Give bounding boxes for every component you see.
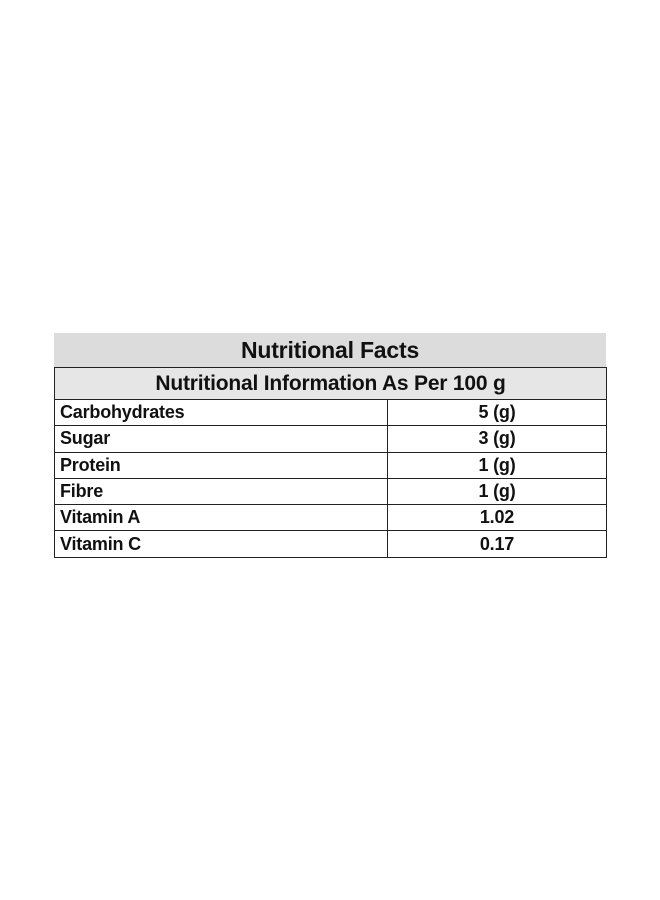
- table-subtitle: Nutritional Information As Per 100 g: [54, 367, 607, 400]
- table-row: Vitamin A 1.02: [54, 504, 607, 532]
- nutrient-amount: 3 (g): [387, 425, 607, 453]
- nutrient-amount: 1 (g): [387, 477, 607, 506]
- table-row: Sugar 3 (g): [54, 425, 607, 453]
- nutrient-amount: 1 (g): [387, 451, 607, 479]
- table-row: Vitamin C 0.17: [54, 530, 607, 558]
- nutrient-name: Vitamin C: [54, 530, 388, 558]
- nutrition-table: Nutritional Information As Per 100 g Car…: [54, 367, 607, 558]
- nutrient-amount: 5 (g): [387, 398, 607, 427]
- table-row: Carbohydrates 5 (g): [54, 398, 607, 427]
- nutrition-facts-panel: Nutritional Facts Nutritional Informatio…: [54, 333, 607, 558]
- table-row: Fibre 1 (g): [54, 477, 607, 506]
- table-header-row: Nutritional Information As Per 100 g: [54, 367, 607, 400]
- nutrient-name: Carbohydrates: [54, 398, 388, 427]
- nutrient-amount: 1.02: [387, 504, 607, 532]
- nutrient-name: Vitamin A: [54, 504, 388, 532]
- nutrient-name: Sugar: [54, 425, 388, 453]
- nutrition-facts-title: Nutritional Facts: [54, 333, 606, 367]
- table-row: Protein 1 (g): [54, 451, 607, 479]
- nutrient-name: Protein: [54, 451, 388, 479]
- nutrient-amount: 0.17: [387, 530, 607, 558]
- nutrient-name: Fibre: [54, 477, 388, 506]
